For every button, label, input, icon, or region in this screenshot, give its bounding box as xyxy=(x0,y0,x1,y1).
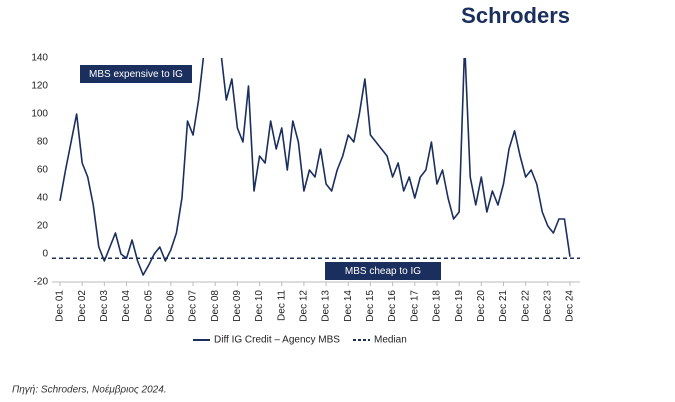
legend-label: Diff IG Credit – Agency MBS xyxy=(214,335,340,346)
x-tick-label: Dec 22 xyxy=(520,290,531,322)
series-line xyxy=(59,58,571,276)
x-tick-label: Dec 12 xyxy=(299,290,310,322)
source-note: Πηγή: Schroders, Νοέμβριος 2024. xyxy=(12,384,167,396)
y-tick-label: 20 xyxy=(37,221,49,232)
x-tick-label: Dec 16 xyxy=(387,290,398,322)
x-tick-label: Dec 24 xyxy=(565,290,576,322)
annotation-box xyxy=(325,262,441,280)
y-tick-label: 60 xyxy=(37,165,49,176)
x-tick-label: Dec 20 xyxy=(476,290,487,322)
x-tick-label: Dec 15 xyxy=(365,290,376,322)
x-tick-label: Dec 01 xyxy=(55,290,66,322)
x-tick-label: Dec 11 xyxy=(276,290,287,321)
annotation-box xyxy=(80,65,192,83)
y-tick-label: 0 xyxy=(42,249,48,260)
x-tick-label: Dec 10 xyxy=(254,290,265,322)
x-tick-label: Dec 03 xyxy=(99,290,110,322)
x-tick-label: Dec 14 xyxy=(343,290,354,322)
x-tick-label: Dec 17 xyxy=(409,290,420,322)
x-tick-label: Dec 13 xyxy=(321,290,332,322)
y-tick-label: 120 xyxy=(31,81,48,92)
annotation: MBS cheap to IG xyxy=(345,266,421,277)
y-tick-label: 80 xyxy=(37,137,49,148)
plot-area xyxy=(59,58,571,276)
x-tick-label: Dec 08 xyxy=(210,290,221,322)
x-tick-label: Dec 19 xyxy=(454,290,465,322)
y-tick-label: 100 xyxy=(31,109,48,120)
x-tick-label: Dec 21 xyxy=(498,290,509,322)
x-tick-label: Dec 06 xyxy=(166,290,177,322)
brand-logo: Schroders xyxy=(461,3,570,28)
x-tick-label: Dec 02 xyxy=(77,290,88,322)
y-tick-label: 40 xyxy=(37,193,49,204)
x-tick-label: Dec 23 xyxy=(542,290,553,322)
x-tick-label: Dec 09 xyxy=(232,290,243,322)
y-tick-label: -20 xyxy=(34,277,49,288)
x-tick-label: Dec 05 xyxy=(143,290,154,322)
legend-label: Median xyxy=(374,335,407,346)
x-tick-label: Dec 07 xyxy=(188,290,199,322)
y-tick-label: 140 xyxy=(31,53,48,64)
x-tick-label: Dec 04 xyxy=(121,290,132,322)
annotation: MBS expensive to IG xyxy=(89,69,183,80)
x-tick-label: Dec 18 xyxy=(432,290,443,322)
